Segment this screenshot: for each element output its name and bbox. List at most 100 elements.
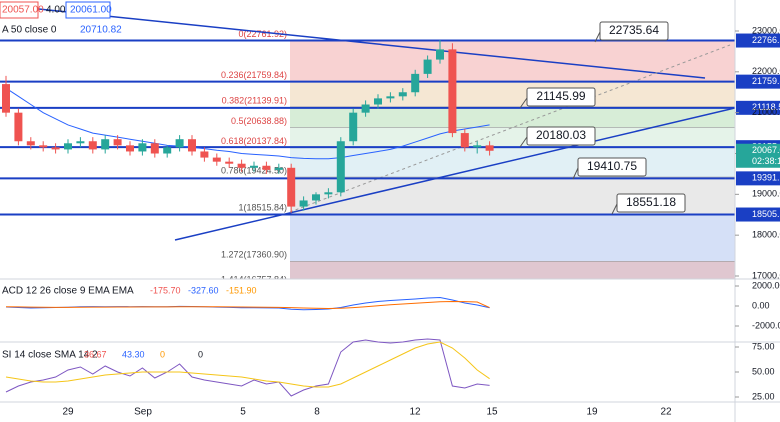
y-tick-label: 23000.00	[752, 25, 780, 35]
readout: 43.30	[122, 349, 145, 359]
fib-label: 1(18515.84)	[238, 202, 287, 212]
candle-body	[200, 151, 209, 158]
candle-body	[39, 145, 48, 148]
level-price: 21759.8	[752, 76, 780, 86]
y-tick-label: 17000.00	[752, 270, 780, 280]
buy-box[interactable]	[65, 1, 111, 19]
callout-box	[526, 87, 596, 107]
candle-body	[361, 104, 370, 113]
callout-text: 22735.64	[609, 23, 659, 37]
candle-body	[349, 112, 358, 142]
level-tag	[736, 74, 780, 89]
candle-body	[150, 143, 159, 154]
overlay: 20057.00 4.00 20061.00 A 50 close 0 2071…	[0, 1, 686, 361]
fib-label: 0(22761.92)	[238, 29, 287, 39]
candle-body	[188, 139, 196, 152]
ma-value: 20710.82	[80, 25, 122, 36]
candle-body	[374, 98, 382, 105]
callout-text: 20180.03	[536, 128, 586, 142]
candle-body	[113, 139, 122, 146]
candle-body	[411, 73, 420, 93]
y-tick-label: 19000.00	[752, 189, 780, 199]
rsi-line	[5, 338, 490, 397]
level-price: 21118.5	[752, 102, 780, 112]
x-tick-label: 19	[586, 407, 598, 418]
last-price: 20067.0	[752, 145, 780, 155]
fib-band	[290, 106, 735, 128]
candle-body	[175, 139, 184, 148]
candle-body	[26, 141, 35, 146]
fib-label: 0.618(20137.84)	[221, 136, 287, 146]
x-tick-label: 12	[409, 407, 421, 418]
sell-price: 20057.00	[2, 5, 44, 16]
callout-box	[599, 21, 669, 41]
x-tick-label: 8	[314, 407, 320, 418]
y-tick-label: 2000.00	[752, 280, 780, 290]
ma-line	[5, 87, 490, 160]
candle-body	[398, 92, 407, 97]
callout-text: 18551.18	[626, 195, 676, 209]
macd-label: ACD 12 26 close 9 EMA EMA	[2, 286, 134, 297]
y-tick-label: 50.00	[752, 366, 775, 376]
candle-body	[51, 147, 60, 150]
fib-label: 0.5(20638.88)	[231, 116, 287, 126]
candle-body	[460, 133, 469, 148]
candle-body	[448, 49, 457, 134]
candle-body	[262, 165, 271, 170]
callout-leader	[594, 31, 601, 43]
y-tick-label: 75.00	[752, 341, 775, 351]
sma-line	[5, 341, 490, 388]
x-tick-label: 29	[62, 407, 74, 418]
sell-box[interactable]	[0, 1, 39, 19]
fib-band	[290, 40, 735, 82]
fib-band	[290, 127, 735, 148]
candle-body	[274, 167, 283, 170]
trendline	[174, 107, 735, 241]
candle-body	[436, 49, 444, 60]
countdown: 02:38:1	[752, 156, 780, 166]
readout: -151.90	[226, 285, 257, 295]
y-tick-label: 0.00	[752, 300, 770, 310]
readout: -175.70	[150, 285, 181, 295]
x-tick-label: Sep	[134, 407, 152, 418]
level-tag	[736, 33, 780, 48]
y-tick-label: 25.00	[752, 391, 775, 401]
signal-line	[5, 300, 490, 310]
candle-body	[76, 141, 85, 144]
candle-body	[163, 147, 172, 154]
level-price: 19391.2	[752, 173, 780, 183]
callout-box	[526, 126, 596, 146]
candle-body	[101, 139, 110, 150]
callout-text: 21145.99	[536, 89, 585, 103]
fib-label: 1.272(17360.90)	[221, 250, 287, 260]
readout: 0	[160, 349, 165, 359]
y-tick-label: 21000.00	[752, 107, 780, 117]
candle-body	[88, 141, 97, 150]
level-tag	[736, 171, 780, 186]
spread: 4.00	[46, 5, 66, 16]
candle-body	[14, 112, 23, 142]
readout: 0	[198, 349, 203, 359]
level-price: 18505.5	[752, 209, 780, 219]
level-tag	[736, 207, 780, 222]
callout-box	[577, 157, 647, 177]
candle-body	[299, 200, 308, 207]
callout-leader	[572, 167, 579, 180]
candle-body	[485, 145, 494, 151]
candle-body	[138, 143, 147, 152]
readout: -327.60	[188, 285, 219, 295]
readout: 36.67	[84, 349, 107, 359]
level-tag	[736, 100, 780, 115]
candle-body	[473, 145, 482, 148]
macd-line	[5, 296, 490, 311]
candle-body	[2, 84, 10, 113]
fib-label: 0.236(21759.84)	[221, 70, 287, 80]
callout-text: 19410.75	[587, 159, 637, 173]
callout-leader	[611, 203, 618, 215]
candle-body	[64, 143, 72, 150]
fib-band	[290, 214, 735, 262]
candle-body	[336, 141, 345, 193]
level-price: 22766.5	[752, 35, 780, 45]
